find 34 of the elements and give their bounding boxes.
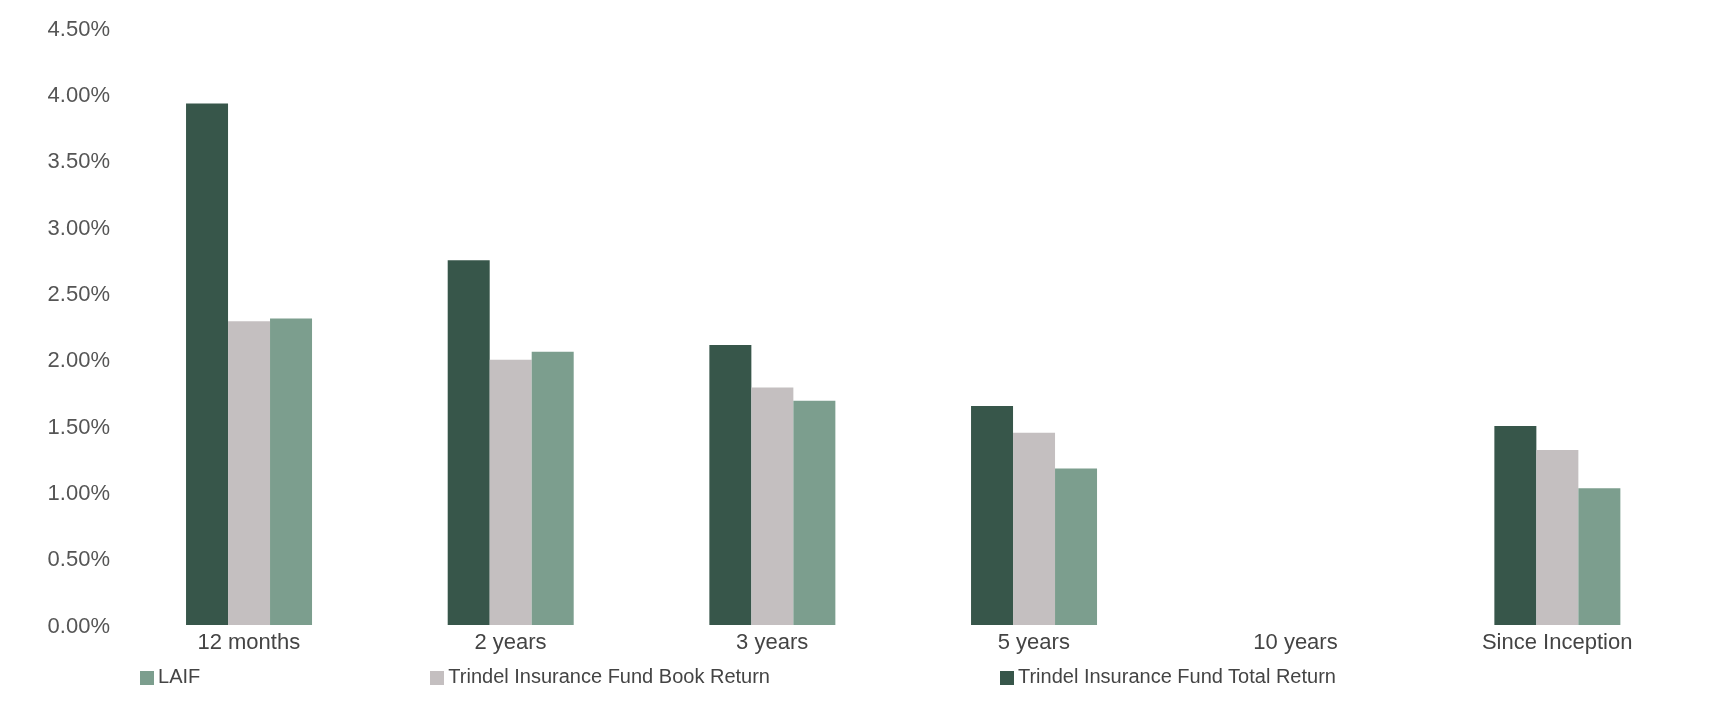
x-tick-label: Since Inception bbox=[1481, 628, 1633, 654]
y-tick-label: 1.00% bbox=[47, 480, 110, 506]
legend-label: Trindel Insurance Fund Book Return bbox=[448, 665, 770, 687]
bar bbox=[1578, 488, 1621, 625]
bar bbox=[228, 321, 271, 625]
bar bbox=[1494, 426, 1537, 625]
y-tick-label: 4.50% bbox=[47, 15, 110, 41]
x-tick-label: 5 years bbox=[997, 628, 1070, 654]
bar bbox=[489, 359, 532, 625]
bar bbox=[709, 345, 752, 625]
y-tick-label: 4.00% bbox=[47, 82, 110, 108]
y-tick-label: 3.50% bbox=[47, 148, 110, 174]
y-tick-label: 2.50% bbox=[47, 281, 110, 307]
legend-label: LAIF bbox=[158, 665, 201, 687]
bar bbox=[971, 406, 1014, 625]
x-tick-label: 12 months bbox=[197, 628, 301, 654]
bar bbox=[531, 351, 574, 625]
y-tick-label: 2.00% bbox=[47, 347, 110, 373]
bar bbox=[793, 400, 836, 625]
x-tick-label: 2 years bbox=[474, 628, 547, 654]
bar bbox=[751, 387, 794, 625]
bar bbox=[447, 260, 490, 625]
y-tick-label: 3.00% bbox=[47, 214, 110, 240]
x-tick-label: 3 years bbox=[736, 628, 809, 654]
y-tick-label: 0.00% bbox=[47, 612, 110, 638]
y-tick-label: 0.50% bbox=[47, 546, 110, 572]
bar bbox=[1536, 449, 1579, 625]
bar bbox=[1013, 432, 1056, 625]
bar bbox=[1055, 468, 1098, 625]
bar bbox=[270, 318, 313, 625]
bar bbox=[186, 103, 229, 625]
x-tick-label: 10 years bbox=[1253, 628, 1338, 654]
y-tick-label: 1.50% bbox=[47, 413, 110, 439]
legend-label: Trindel Insurance Fund Total Return bbox=[1017, 665, 1336, 687]
